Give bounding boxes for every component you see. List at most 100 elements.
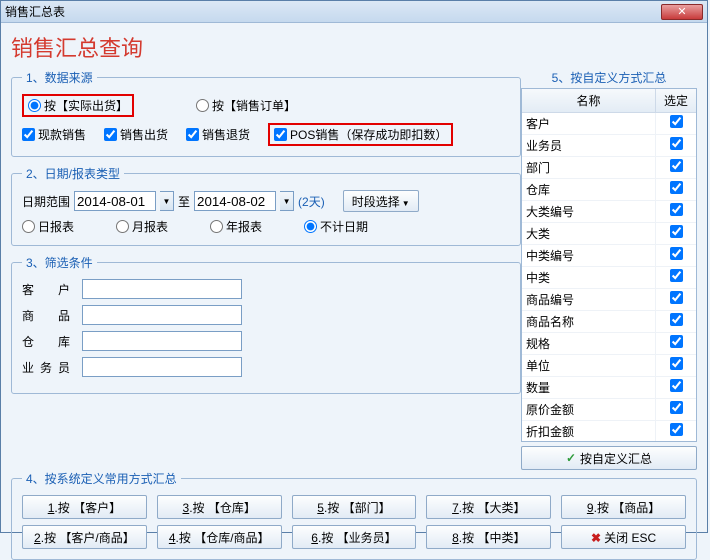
window-frame: 销售汇总表 ✕ 销售汇总查询 5、按自定义方式汇总 名称 选定 客户业务员部门仓… <box>0 0 708 533</box>
btn-by-product[interactable]: 9.按 【商品】 <box>561 495 686 519</box>
radio-monthly[interactable]: 月报表 <box>116 218 168 235</box>
grid-row-checkbox[interactable] <box>670 225 683 238</box>
filter-warehouse-label: 仓 库 <box>22 333 82 350</box>
titlebar: 销售汇总表 ✕ <box>1 1 707 23</box>
filter-group: 3、筛选条件 客 户 商 品 仓 库 业务员 <box>11 254 521 394</box>
grid-row: 原价金额 <box>522 399 696 421</box>
page-title: 销售汇总查询 <box>11 31 697 63</box>
grid-row-checkbox[interactable] <box>670 401 683 414</box>
grid-cell-name: 客户 <box>522 113 656 134</box>
grid-row: 数量 <box>522 377 696 399</box>
check-pos-sale[interactable]: POS销售（保存成功即扣数） <box>268 123 453 146</box>
grid-row-checkbox[interactable] <box>670 379 683 392</box>
grid-cell-name: 折扣金额 <box>522 421 656 441</box>
grid-cell-name: 单位 <box>522 355 656 376</box>
custom-summary-button[interactable]: 按自定义汇总 <box>521 446 697 470</box>
days-link[interactable]: (2天) <box>298 193 325 210</box>
radio-actual-shipment[interactable]: 按【实际出货】 <box>22 94 134 117</box>
check-sale-shipment[interactable]: 销售出货 <box>104 126 168 143</box>
grid-row-checkbox[interactable] <box>670 203 683 216</box>
close-button[interactable]: 关闭 ESC <box>561 525 686 549</box>
filter-legend: 3、筛选条件 <box>22 254 97 271</box>
grid-row: 部门 <box>522 157 696 179</box>
grid-row: 单位 <box>522 355 696 377</box>
grid-row-checkbox[interactable] <box>670 269 683 282</box>
grid-cell-name: 数量 <box>522 377 656 398</box>
daterange-legend: 2、日期/报表类型 <box>22 165 124 182</box>
grid-row: 中类编号 <box>522 245 696 267</box>
radio-actual-shipment-label: 按【实际出货】 <box>44 97 128 114</box>
grid-row-checkbox[interactable] <box>670 115 683 128</box>
date-to-input[interactable] <box>194 191 276 211</box>
date-to-label: 至 <box>178 193 190 210</box>
system-summary-group: 4、按系统定义常用方式汇总 1.按 【客户】 3.按 【仓库】 5.按 【部门】… <box>11 470 697 560</box>
radio-daily[interactable]: 日报表 <box>22 218 74 235</box>
daterange-label: 日期范围 <box>22 193 70 210</box>
btn-by-category2[interactable]: 8.按 【中类】 <box>426 525 551 549</box>
grid-header-name: 名称 <box>522 89 656 112</box>
grid-row: 业务员 <box>522 135 696 157</box>
filter-salesman-input[interactable] <box>82 357 242 377</box>
filter-customer-label: 客 户 <box>22 281 82 298</box>
btn-by-warehouse-product[interactable]: 4.按 【仓库/商品】 <box>157 525 282 549</box>
date-from-dropdown[interactable]: ▼ <box>160 191 174 211</box>
btn-by-category1[interactable]: 7.按 【大类】 <box>426 495 551 519</box>
grid-row-checkbox[interactable] <box>670 247 683 260</box>
radio-sales-order-label: 按【销售订单】 <box>212 97 296 114</box>
btn-by-salesman[interactable]: 6.按 【业务员】 <box>292 525 417 549</box>
radio-actual-shipment-input[interactable] <box>28 99 41 112</box>
grid-row-checkbox[interactable] <box>670 181 683 194</box>
close-icon <box>591 531 604 545</box>
grid-row: 中类 <box>522 267 696 289</box>
grid-row-checkbox[interactable] <box>670 291 683 304</box>
datasource-legend: 1、数据来源 <box>22 69 97 86</box>
grid-cell-name: 商品编号 <box>522 289 656 310</box>
window-title: 销售汇总表 <box>5 3 661 20</box>
date-from-input[interactable] <box>74 191 156 211</box>
check-cash-sale[interactable]: 现款销售 <box>22 126 86 143</box>
grid-cell-name: 大类 <box>522 223 656 244</box>
grid-row: 仓库 <box>522 179 696 201</box>
grid-cell-name: 原价金额 <box>522 399 656 420</box>
btn-by-customer-product[interactable]: 2.按 【客户/商品】 <box>22 525 147 549</box>
grid-row: 大类 <box>522 223 696 245</box>
radio-nodate[interactable]: 不计日期 <box>304 218 368 235</box>
grid-header-selected: 选定 <box>656 89 696 112</box>
datasource-group: 1、数据来源 按【实际出货】 按【销售订单】 现款销售 销售出货 销售退货 <box>11 69 521 157</box>
window-close-button[interactable]: ✕ <box>661 4 703 20</box>
grid-row: 商品编号 <box>522 289 696 311</box>
grid-row: 商品名称 <box>522 311 696 333</box>
grid-cell-name: 商品名称 <box>522 311 656 332</box>
grid-row-checkbox[interactable] <box>670 313 683 326</box>
grid-row-checkbox[interactable] <box>670 357 683 370</box>
grid-row-checkbox[interactable] <box>670 137 683 150</box>
check-sale-return[interactable]: 销售退货 <box>186 126 250 143</box>
grid-row: 客户 <box>522 113 696 135</box>
filter-warehouse-input[interactable] <box>82 331 242 351</box>
grid-row-checkbox[interactable] <box>670 159 683 172</box>
field-grid: 名称 选定 客户业务员部门仓库大类编号大类中类编号中类商品编号商品名称规格单位数… <box>521 88 697 442</box>
date-to-dropdown[interactable]: ▼ <box>280 191 294 211</box>
daterange-group: 2、日期/报表类型 日期范围 ▼ 至 ▼ (2天) 时段选择▼ 日报表 月报表 … <box>11 165 521 246</box>
grid-cell-name: 规格 <box>522 333 656 354</box>
grid-cell-name: 仓库 <box>522 179 656 200</box>
radio-sales-order[interactable]: 按【销售订单】 <box>196 97 296 114</box>
custom-summary-label: 按自定义汇总 <box>580 450 652 467</box>
filter-customer-input[interactable] <box>82 279 242 299</box>
filter-salesman-label: 业务员 <box>22 359 82 376</box>
time-range-button[interactable]: 时段选择▼ <box>343 190 419 212</box>
grid-row-checkbox[interactable] <box>670 335 683 348</box>
radio-sales-order-input[interactable] <box>196 99 209 112</box>
grid-cell-name: 部门 <box>522 157 656 178</box>
btn-by-department[interactable]: 5.按 【部门】 <box>292 495 417 519</box>
filter-product-input[interactable] <box>82 305 242 325</box>
grid-row: 规格 <box>522 333 696 355</box>
btn-by-warehouse[interactable]: 3.按 【仓库】 <box>157 495 282 519</box>
btn-by-customer[interactable]: 1.按 【客户】 <box>22 495 147 519</box>
filter-product-label: 商 品 <box>22 307 82 324</box>
system-summary-legend: 4、按系统定义常用方式汇总 <box>22 470 181 487</box>
radio-yearly[interactable]: 年报表 <box>210 218 262 235</box>
custom-summary-title: 5、按自定义方式汇总 <box>521 69 697 86</box>
check-icon <box>566 451 576 465</box>
grid-row-checkbox[interactable] <box>670 423 683 436</box>
